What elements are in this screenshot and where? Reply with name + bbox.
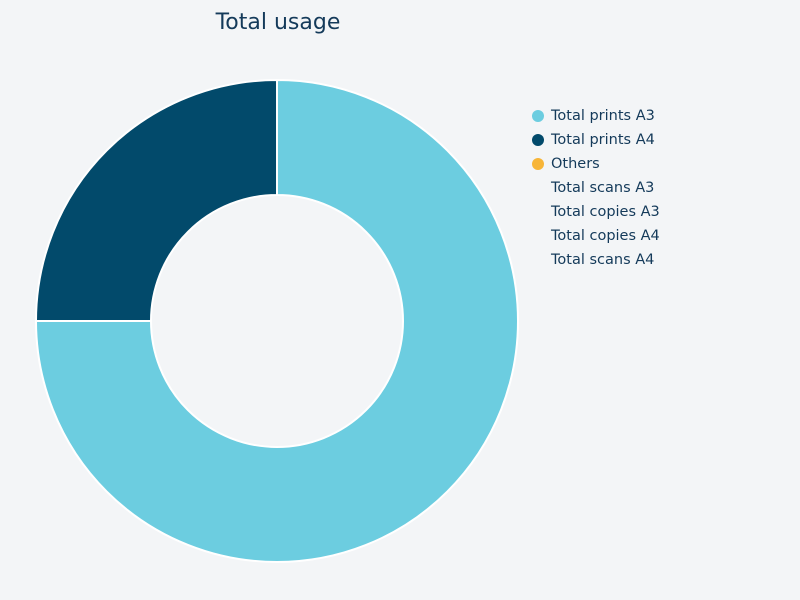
legend-swatch <box>532 134 544 146</box>
legend-swatch <box>532 182 544 194</box>
legend-item-total-scans-a3[interactable]: Total scans A3 <box>532 176 660 200</box>
legend-label: Total scans A3 <box>551 180 655 196</box>
chart-title: Total usage <box>215 10 341 35</box>
legend-item-total-copies-a3[interactable]: Total copies A3 <box>532 200 660 224</box>
chart-legend: Total prints A3 Total prints A4 Others T… <box>532 104 660 272</box>
legend-label: Total prints A3 <box>551 108 655 124</box>
legend-swatch <box>532 158 544 170</box>
legend-item-total-scans-a4[interactable]: Total scans A4 <box>532 248 660 272</box>
legend-swatch <box>532 110 544 122</box>
donut-chart <box>34 78 519 563</box>
legend-label: Total copies A4 <box>551 228 660 244</box>
legend-swatch <box>532 230 544 242</box>
legend-swatch <box>532 206 544 218</box>
legend-label: Total prints A4 <box>551 132 655 148</box>
legend-label: Others <box>551 156 600 172</box>
legend-item-others[interactable]: Others <box>532 152 660 176</box>
legend-item-total-prints-a4[interactable]: Total prints A4 <box>532 128 660 152</box>
legend-label: Total scans A4 <box>551 252 655 268</box>
legend-swatch <box>532 254 544 266</box>
legend-item-total-prints-a3[interactable]: Total prints A3 <box>532 104 660 128</box>
legend-label: Total copies A3 <box>551 204 660 220</box>
donut-slice-total-prints-a4[interactable] <box>34 78 278 322</box>
donut-slice-total-prints-a3[interactable] <box>34 78 519 563</box>
legend-item-total-copies-a4[interactable]: Total copies A4 <box>532 224 660 248</box>
